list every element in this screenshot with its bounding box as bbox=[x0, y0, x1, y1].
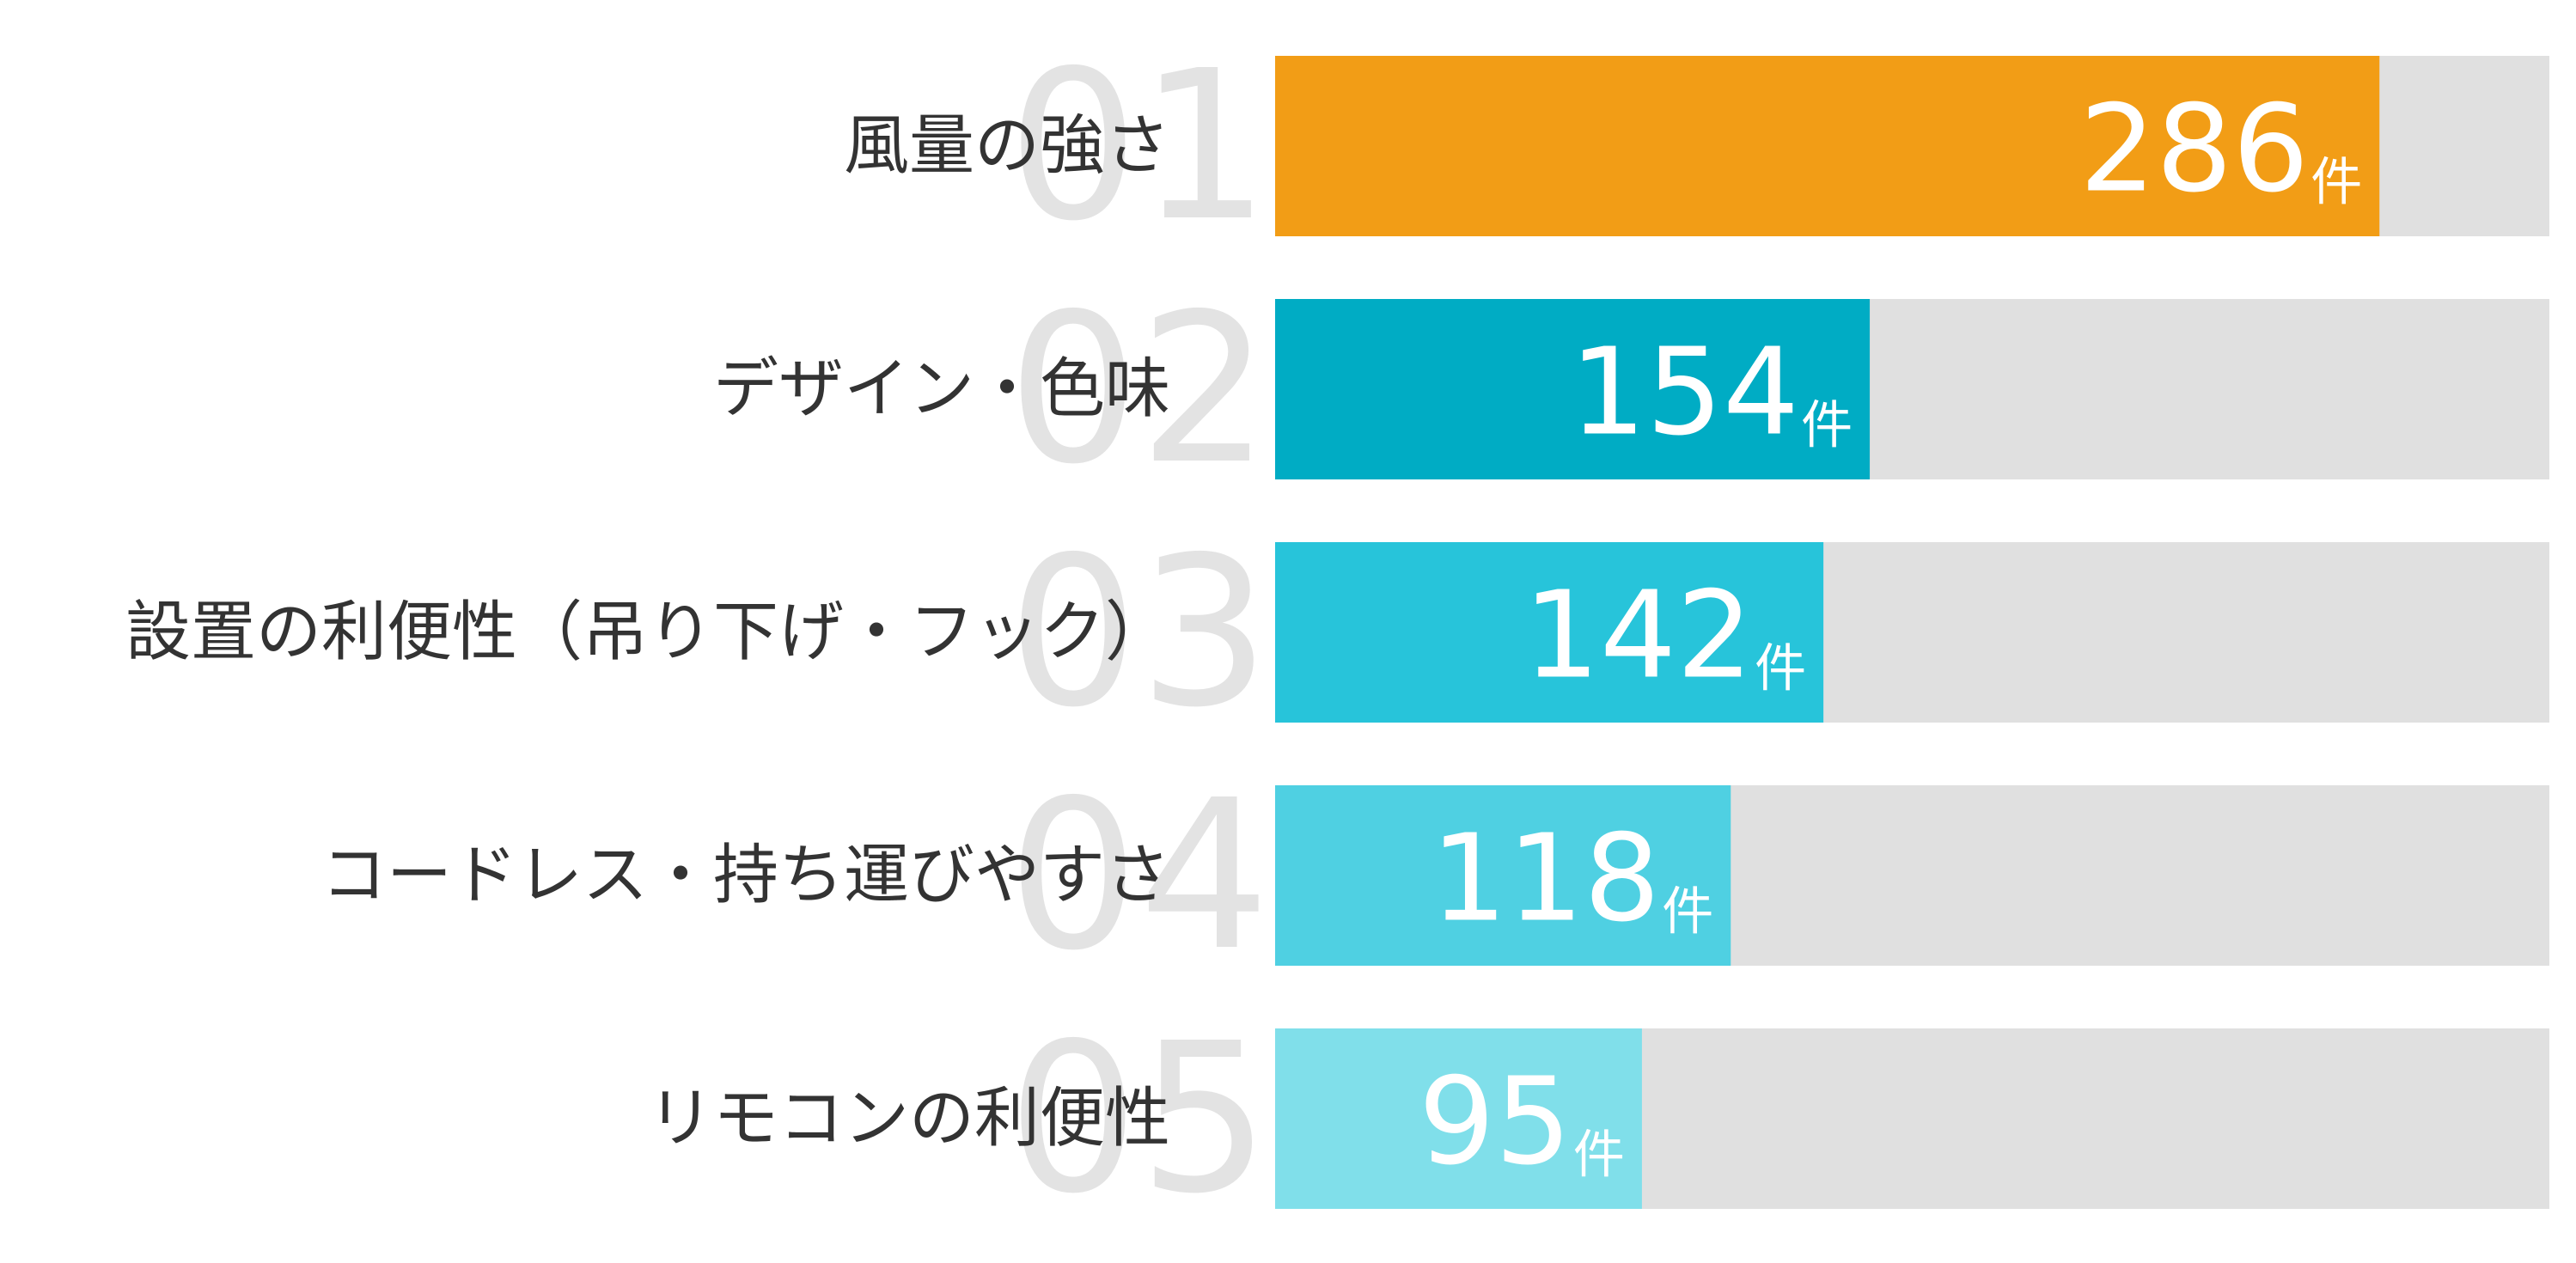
value-label: 154 bbox=[1570, 323, 1799, 463]
category-label: リモコンの利便性 bbox=[648, 1083, 1170, 1156]
value-label: 95 bbox=[1419, 1052, 1572, 1193]
rank-number: 03 bbox=[1008, 512, 1270, 753]
value-unit: 件 bbox=[2310, 154, 2362, 211]
bar bbox=[1275, 56, 2380, 236]
rank-number: 05 bbox=[1008, 998, 1270, 1239]
value-label: 142 bbox=[1523, 566, 1753, 706]
rank-number: 02 bbox=[1008, 269, 1270, 509]
bar bbox=[1275, 785, 1731, 966]
category-label: コードレス・持ち運びやすさ bbox=[321, 839, 1170, 912]
value-unit: 件 bbox=[1755, 640, 1806, 698]
value-label: 286 bbox=[2079, 80, 2309, 220]
bar bbox=[1275, 1028, 1642, 1209]
value-unit: 件 bbox=[1573, 1126, 1625, 1184]
value-label: 118 bbox=[1431, 809, 1660, 949]
value-unit: 件 bbox=[1801, 397, 1853, 455]
category-label: デザイン・色味 bbox=[713, 353, 1170, 426]
category-label: 風量の強さ bbox=[844, 110, 1170, 183]
bar bbox=[1275, 542, 1824, 723]
rank-number: 01 bbox=[1008, 26, 1270, 266]
rank-number: 04 bbox=[1008, 755, 1270, 996]
value-unit: 件 bbox=[1662, 883, 1713, 941]
bar bbox=[1275, 299, 1871, 479]
category-label: 設置の利便性（吊り下げ・フック） bbox=[125, 596, 1170, 669]
